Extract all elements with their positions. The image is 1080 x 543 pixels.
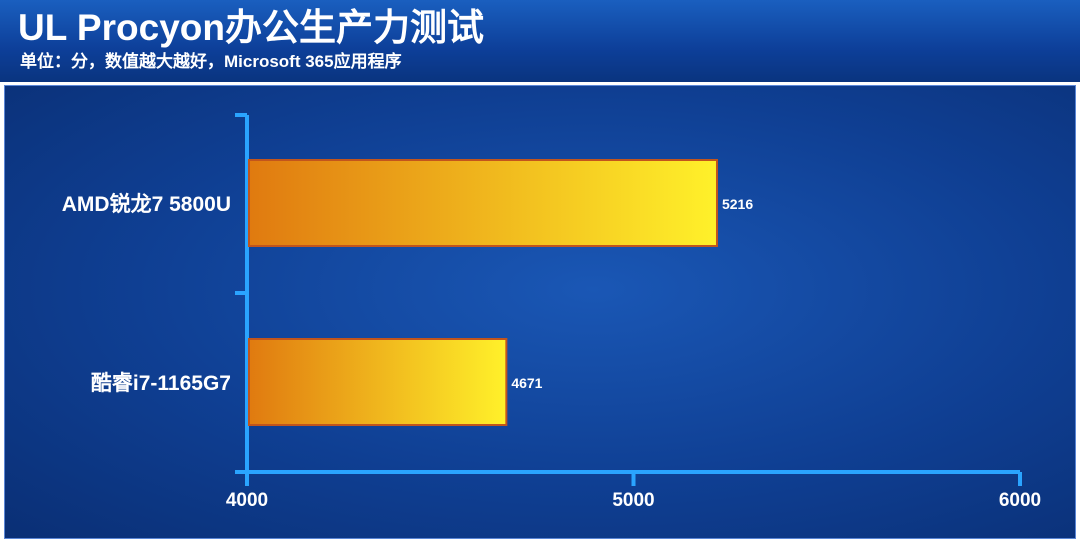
category-label: AMD锐龙7 5800U <box>62 192 231 216</box>
chart-title: UL Procyon办公生产力测试 <box>18 7 484 48</box>
x-tick-label: 6000 <box>999 490 1041 511</box>
x-tick-label: 4000 <box>226 490 268 511</box>
bar <box>248 338 508 426</box>
header-divider <box>0 82 1080 85</box>
chart-header <box>0 0 1080 82</box>
category-label: 酷睿i7-1165G7 <box>91 372 231 395</box>
value-label: 5216 <box>722 196 753 212</box>
bar <box>248 159 718 247</box>
x-tick-label: 5000 <box>612 490 654 511</box>
chart-subtitle: 单位：分，数值越大越好，Microsoft 365应用程序 <box>20 52 402 71</box>
value-label: 4671 <box>511 375 542 391</box>
